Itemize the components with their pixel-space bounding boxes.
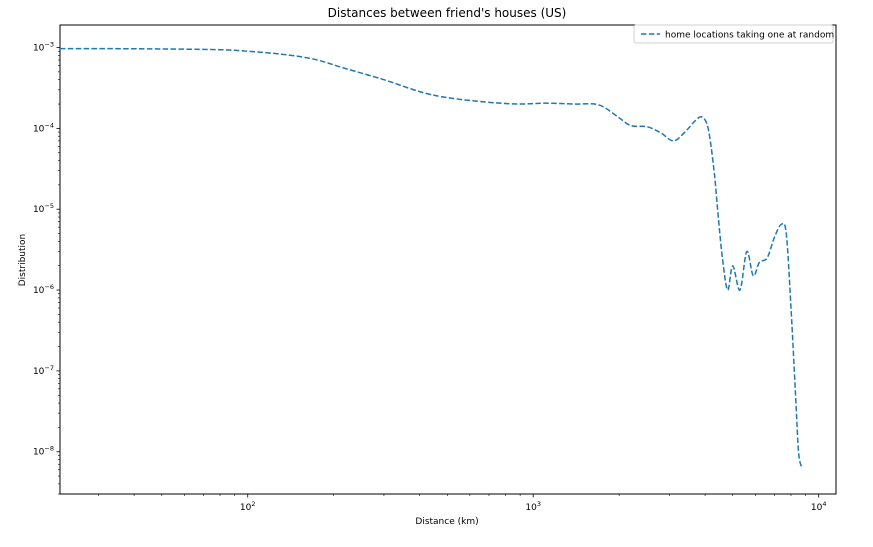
y-tick-label: 10−5 xyxy=(33,202,54,215)
y-tick-label: 10−7 xyxy=(33,364,54,377)
x-axis: 102 103 104 xyxy=(98,494,826,513)
series-layer xyxy=(59,47,803,468)
y-axis: 10−8 10−7 10−6 10−5 10−4 10−3 xyxy=(33,41,60,495)
legend-box xyxy=(633,24,834,44)
x-axis-label: Distance (km) xyxy=(415,517,478,527)
legend-entry-label: home locations taking one at random xyxy=(665,31,834,41)
y-tick-label: 10−3 xyxy=(33,41,54,54)
y-tick-label: 10−8 xyxy=(33,445,54,458)
plot-frame xyxy=(59,24,837,495)
y-tick-label: 10−6 xyxy=(33,283,54,296)
x-tick-label: 102 xyxy=(240,500,256,513)
y-axis-label: Distribution xyxy=(18,234,28,287)
chart-title: Distances between friend's houses (US) xyxy=(328,6,567,20)
legend: home locations taking one at random xyxy=(633,24,834,44)
series-line-home-locations xyxy=(59,47,803,468)
x-tick-label: 104 xyxy=(811,500,827,513)
y-tick-label: 10−4 xyxy=(33,121,54,134)
plot-area: 102 103 104 10−8 10−7 10−6 10−5 10−4 10−3 xyxy=(33,24,837,513)
x-tick-label: 103 xyxy=(525,500,541,513)
